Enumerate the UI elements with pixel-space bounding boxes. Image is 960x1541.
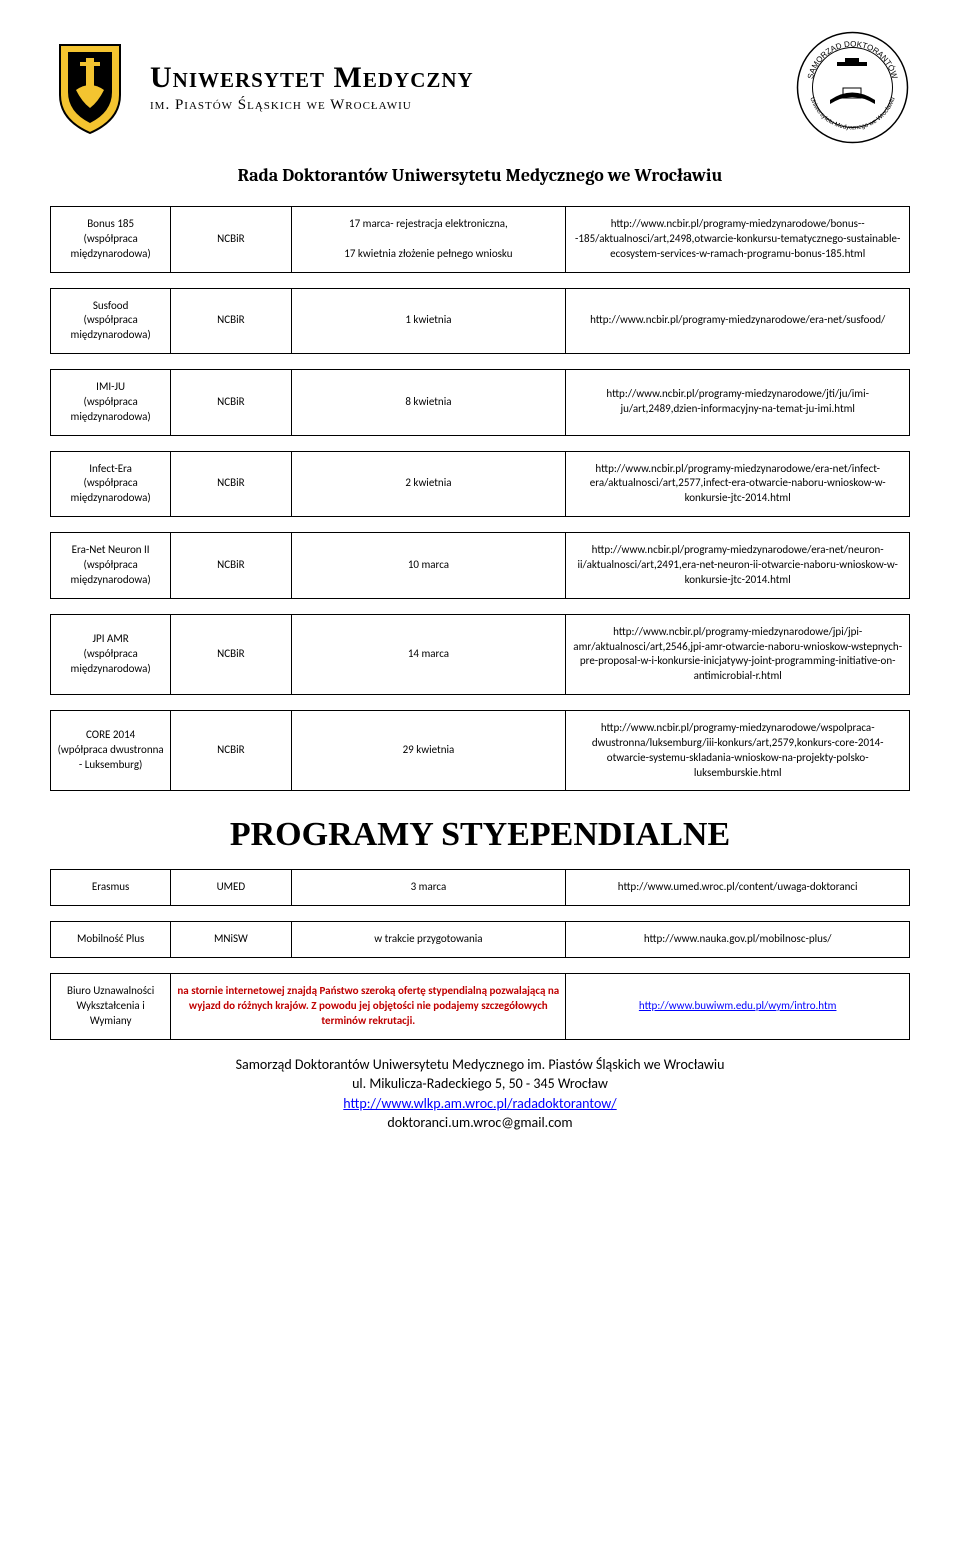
description-cell: na stornie internetowej znajdą Państwo s… <box>171 974 566 1040</box>
document-title: Rada Doktorantów Uniwersytetu Medycznego… <box>50 165 910 186</box>
table-row: Infect-Era(współpraca międzynarodowa)NCB… <box>51 451 910 517</box>
institution-cell: NCBiR <box>171 451 291 517</box>
program-name-cell: Infect-Era(współpraca międzynarodowa) <box>51 451 171 517</box>
university-crest-icon <box>50 40 130 135</box>
url-cell: http://www.umed.wroc.pl/content/uwaga-do… <box>566 870 910 906</box>
footer-address: ul. Mikulicza-Radeckiego 5, 50 - 345 Wro… <box>50 1074 910 1094</box>
grant-table: Bonus 185(współpraca międzynarodowa)NCBi… <box>50 206 910 273</box>
program-name-cell: Susfood(współpraca międzynarodowa) <box>51 288 171 354</box>
program-name-cell: Biuro Uznawalności Wykształcenia i Wymia… <box>51 974 171 1040</box>
program-name-cell: Era-Net Neuron II(współpraca międzynarod… <box>51 533 171 599</box>
page-header: Uniwersytet Medyczny im. Piastów Śląskic… <box>50 30 910 145</box>
footer-email: doktoranci.um.wroc@gmail.com <box>50 1113 910 1133</box>
deadline-cell: 10 marca <box>291 533 566 599</box>
institution-cell: NCBiR <box>171 533 291 599</box>
institution-cell: NCBiR <box>171 614 291 694</box>
page-footer: Samorząd Doktorantów Uniwersytetu Medycz… <box>50 1055 910 1133</box>
grant-table: JPI AMR(współpraca międzynarodowa)NCBiR1… <box>50 614 910 695</box>
table-row: Bonus 185(współpraca międzynarodowa)NCBi… <box>51 207 910 273</box>
deadline-cell: 1 kwietnia <box>291 288 566 354</box>
program-name-cell: IMI-JU(współpraca międzynarodowa) <box>51 370 171 436</box>
grant-table: Era-Net Neuron II(współpraca międzynarod… <box>50 532 910 599</box>
university-name-sub: im. Piastów Śląskich we Wrocławiu <box>150 97 474 114</box>
table-row: Susfood(współpraca międzynarodowa)NCBiR1… <box>51 288 910 354</box>
table-row: JPI AMR(współpraca międzynarodowa)NCBiR1… <box>51 614 910 694</box>
program-name-cell: Bonus 185(współpraca międzynarodowa) <box>51 207 171 273</box>
grant-table: Susfood(współpraca międzynarodowa)NCBiR1… <box>50 288 910 355</box>
grant-table: Mobilność PlusMNiSWw trakcie przygotowan… <box>50 921 910 958</box>
deadline-cell: w trakcie przygotowania <box>291 922 566 958</box>
url-cell: http://www.ncbir.pl/programy-miedzynarod… <box>566 711 910 791</box>
footer-org-name: Samorząd Doktorantów Uniwersytetu Medycz… <box>50 1055 910 1075</box>
url-cell: http://www.nauka.gov.pl/mobilnosc-plus/ <box>566 922 910 958</box>
institution-cell: MNiSW <box>171 922 291 958</box>
table-row: Biuro Uznawalności Wykształcenia i Wymia… <box>51 974 910 1040</box>
grant-table: IMI-JU(współpraca międzynarodowa)NCBiR8 … <box>50 369 910 436</box>
deadline-cell: 29 kwietnia <box>291 711 566 791</box>
deadline-cell: 2 kwietnia <box>291 451 566 517</box>
svg-text:Uniwersytetu Medycznego we Wro: Uniwersytetu Medycznego we Wrocławiu <box>808 96 896 132</box>
table-row: ErasmusUMED3 marcahttp://www.umed.wroc.p… <box>51 870 910 906</box>
table-row: IMI-JU(współpraca międzynarodowa)NCBiR8 … <box>51 370 910 436</box>
deadline-cell: 3 marca <box>291 870 566 906</box>
deadline-cell: 17 marca- rejestracja elektroniczna,17 k… <box>291 207 566 273</box>
url-cell: http://www.ncbir.pl/programy-miedzynarod… <box>566 533 910 599</box>
institution-cell: NCBiR <box>171 207 291 273</box>
deadline-cell: 14 marca <box>291 614 566 694</box>
url-cell: http://www.ncbir.pl/programy-miedzynarod… <box>566 288 910 354</box>
institution-cell: NCBiR <box>171 370 291 436</box>
grant-table: Biuro Uznawalności Wykształcenia i Wymia… <box>50 973 910 1040</box>
url-cell: http://www.buwiwm.edu.pl/wym/intro.htm <box>566 974 910 1040</box>
grant-table: CORE 2014(wpółpraca dwustronna - Luksemb… <box>50 710 910 791</box>
institution-cell: NCBiR <box>171 711 291 791</box>
program-name-cell: JPI AMR(współpraca międzynarodowa) <box>51 614 171 694</box>
program-name-cell: Erasmus <box>51 870 171 906</box>
url-cell: http://www.ncbir.pl/programy-miedzynarod… <box>566 614 910 694</box>
scholarship-section-heading: PROGRAMY STYEPENDIALNE <box>50 816 910 854</box>
grant-table: ErasmusUMED3 marcahttp://www.umed.wroc.p… <box>50 869 910 906</box>
institution-cell: UMED <box>171 870 291 906</box>
table-row: Era-Net Neuron II(współpraca międzynarod… <box>51 533 910 599</box>
url-cell: http://www.ncbir.pl/programy-miedzynarod… <box>566 370 910 436</box>
institution-cell: NCBiR <box>171 288 291 354</box>
university-name-main: Uniwersytet Medyczny <box>150 61 474 95</box>
deadline-cell: 8 kwietnia <box>291 370 566 436</box>
program-name-cell: CORE 2014(wpółpraca dwustronna - Luksemb… <box>51 711 171 791</box>
header-left: Uniwersytet Medyczny im. Piastów Śląskic… <box>50 40 474 135</box>
doctoral-council-stamp-icon: SAMORZĄD DOKTORANTÓW Uniwersytetu Medycz… <box>795 30 910 145</box>
program-name-cell: Mobilność Plus <box>51 922 171 958</box>
program-link[interactable]: http://www.buwiwm.edu.pl/wym/intro.htm <box>639 999 837 1012</box>
grant-table: Infect-Era(współpraca międzynarodowa)NCB… <box>50 451 910 518</box>
url-cell: http://www.ncbir.pl/programy-miedzynarod… <box>566 451 910 517</box>
url-cell: http://www.ncbir.pl/programy-miedzynarod… <box>566 207 910 273</box>
footer-link[interactable]: http://www.wlkp.am.wroc.pl/radadoktorant… <box>343 1095 616 1112</box>
university-title: Uniwersytet Medyczny im. Piastów Śląskic… <box>150 61 474 114</box>
table-row: Mobilność PlusMNiSWw trakcie przygotowan… <box>51 922 910 958</box>
table-row: CORE 2014(wpółpraca dwustronna - Luksemb… <box>51 711 910 791</box>
